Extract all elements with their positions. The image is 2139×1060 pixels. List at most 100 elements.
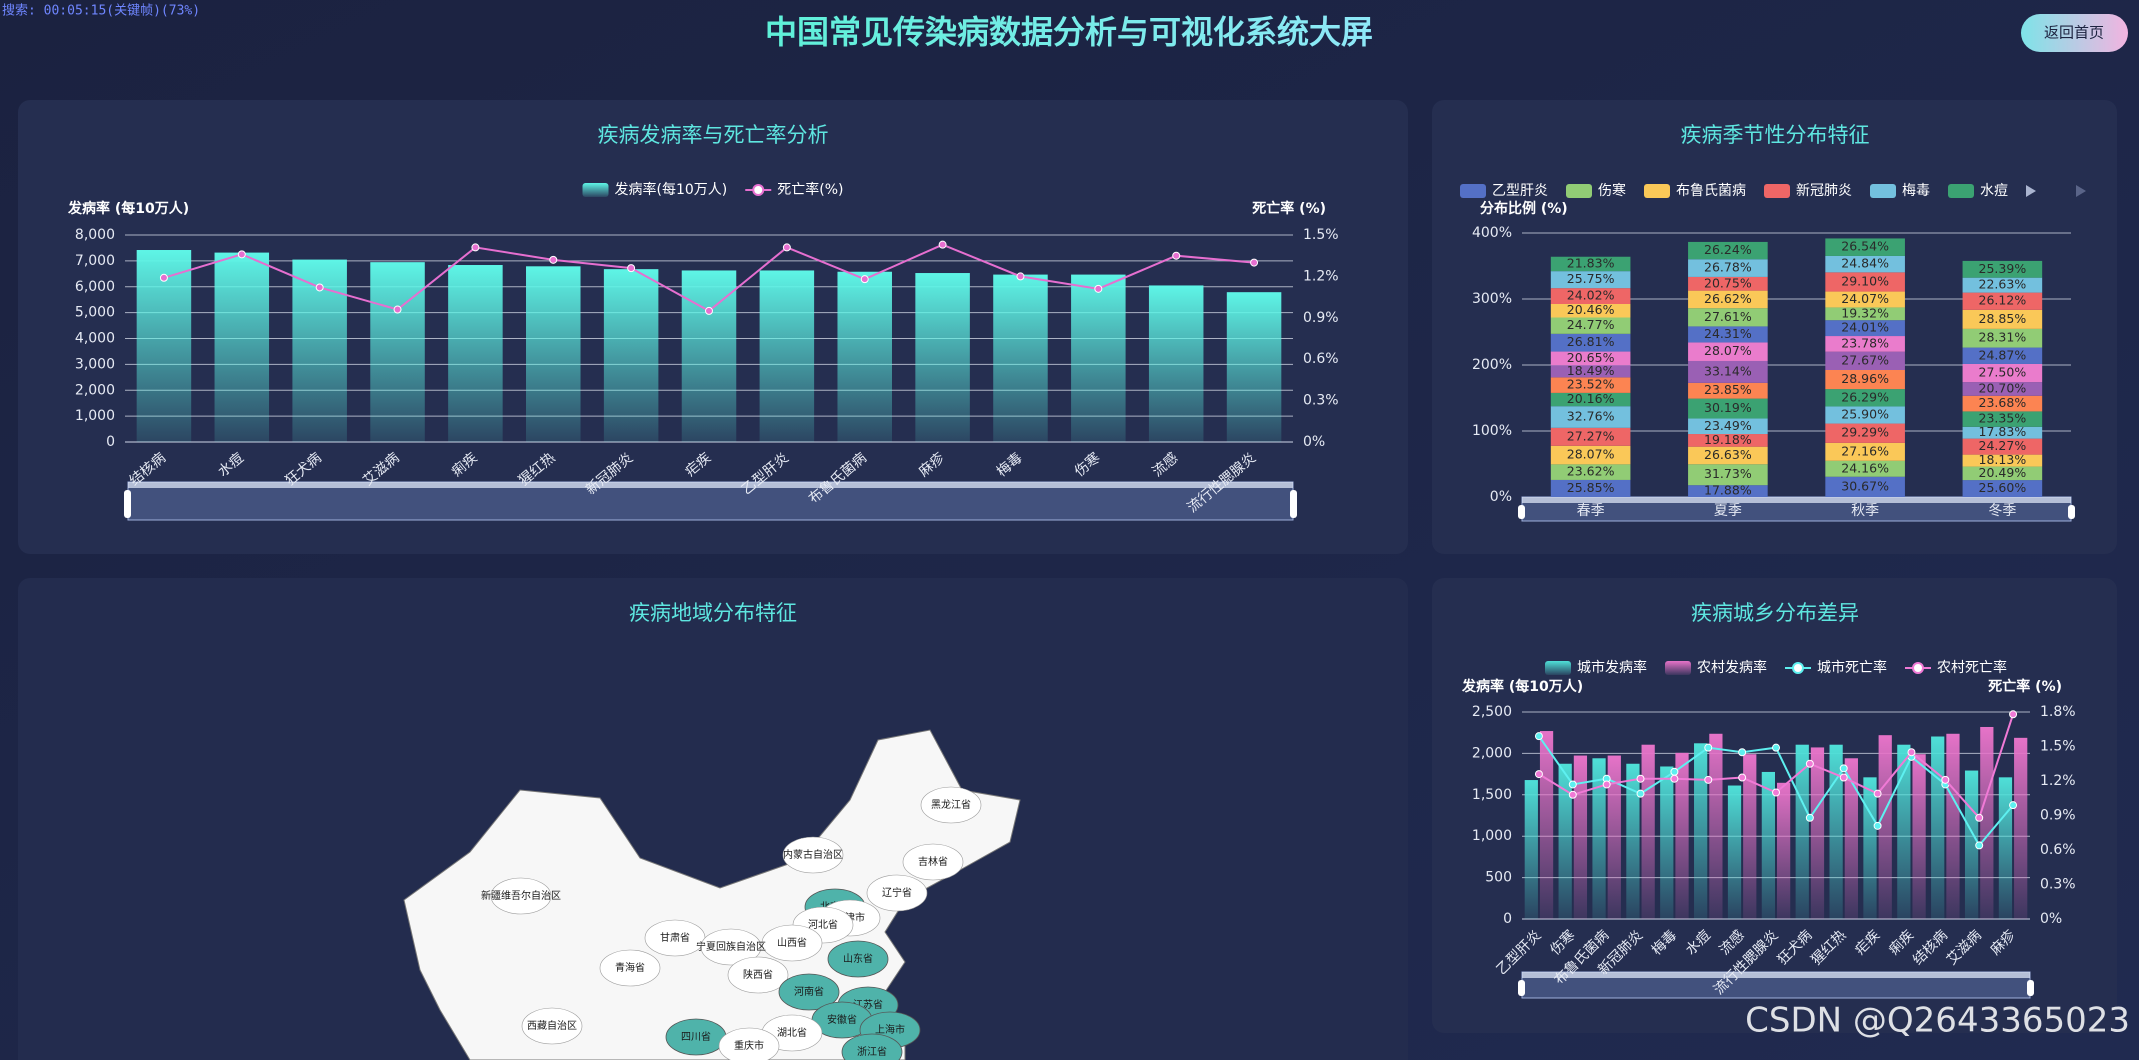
y-tick-label: 500 — [1485, 870, 1512, 886]
data-label: 33.14% — [1704, 363, 1752, 378]
overlay-text: 搜索: 00:05:15(关键帧)(73%) — [2, 4, 200, 19]
line-point — [1873, 821, 1882, 830]
province — [778, 973, 840, 1011]
panel-title: 疾病地域分布特征 — [629, 601, 797, 625]
data-label: 24.84% — [1841, 256, 1889, 271]
bar-segment — [1688, 464, 1768, 486]
legend-icon — [1644, 184, 1670, 198]
data-label: 25.75% — [1567, 271, 1615, 286]
line-point — [1772, 743, 1780, 752]
bar-segment — [1688, 308, 1768, 327]
data-label: 25.39% — [1979, 261, 2027, 276]
legend-prev[interactable] — [2026, 185, 2036, 197]
zoom-handle — [2027, 980, 2034, 996]
data-label: 26.62% — [1704, 291, 1752, 306]
home-button[interactable] — [2021, 14, 2128, 52]
data-label: 20.65% — [1567, 350, 1615, 365]
line-point — [1670, 767, 1679, 776]
line-point — [1839, 764, 1848, 773]
province-label: 辽宁省 — [882, 886, 912, 899]
data-label: 31.73% — [1704, 466, 1752, 481]
legend-label: 乙型肝炎 — [1492, 183, 1548, 199]
province — [599, 949, 661, 987]
line-point — [1704, 775, 1713, 784]
data-label: 32.76% — [1567, 409, 1615, 424]
x-tick-label: 秋季 — [1851, 503, 1879, 519]
data-label: 29.10% — [1841, 273, 1889, 288]
data-label: 20.75% — [1704, 275, 1752, 290]
legend-icon — [1948, 184, 1974, 198]
data-label: 17.88% — [1704, 483, 1752, 498]
bar — [1897, 744, 1911, 919]
data-label: 26.63% — [1704, 447, 1752, 462]
line-point — [1172, 251, 1181, 260]
map: 新疆维吾尔自治区西藏自治区青海省甘肃省内蒙古自治区黑龙江省吉林省辽宁省北京市天津… — [481, 786, 982, 1060]
bar-segment — [1825, 272, 1905, 292]
bar — [1709, 733, 1723, 919]
bar-segment — [1825, 320, 1905, 337]
home-button-label[interactable]: 返回首页 — [2044, 24, 2104, 42]
data-label: 24.01% — [1841, 320, 1889, 335]
zoom-bar — [1522, 972, 2030, 978]
bar-segment — [1688, 241, 1768, 260]
bar-segment — [1688, 418, 1768, 435]
bar — [1558, 763, 1572, 919]
data-label: 20.49% — [1979, 465, 2027, 480]
panel-title: 疾病城乡分布差异 — [1691, 601, 1859, 625]
legend-next[interactable] — [2076, 185, 2086, 197]
y2-tick-label: 1.8% — [2040, 704, 2076, 720]
bar-segment — [1688, 485, 1768, 497]
y2-tick-label: 1.2% — [2040, 773, 2076, 789]
legend-label: 农村发病率 — [1697, 659, 1767, 676]
data-label: 18.49% — [1567, 363, 1615, 378]
data-label: 20.16% — [1567, 391, 1615, 406]
line-point — [1016, 272, 1025, 281]
y2-tick-label: 0% — [1303, 434, 1325, 450]
legend: 乙型肝炎 伤寒 布鲁氏菌病 新冠肺炎 梅毒 水痘 — [1460, 182, 2008, 199]
bar — [1641, 744, 1655, 919]
y-tick-label: 2,000 — [1472, 745, 1512, 761]
page-title: 中国常见传染病数据分析与可视化系统大屏 — [765, 13, 1373, 51]
y-tick-label: 1,000 — [75, 408, 115, 424]
province — [782, 836, 844, 874]
bar — [2014, 737, 2028, 919]
data-label: 23.62% — [1567, 464, 1615, 479]
province — [490, 877, 552, 915]
data-label: 26.81% — [1567, 334, 1615, 349]
province — [718, 1027, 780, 1060]
line-point — [1873, 789, 1882, 798]
bar-segment — [1825, 460, 1905, 477]
bar — [1148, 285, 1204, 442]
data-label: 30.19% — [1704, 400, 1752, 415]
data-label: 25.90% — [1841, 407, 1889, 422]
bar-segment — [1962, 292, 2043, 310]
province — [700, 928, 762, 966]
province-label: 内蒙古自治区 — [783, 848, 843, 861]
province-label: 湖北省 — [777, 1026, 807, 1039]
bar-segment — [1962, 466, 2043, 481]
province-label: 吉林省 — [918, 855, 948, 868]
bar-segment — [1550, 333, 1631, 352]
line-point — [159, 273, 168, 282]
bar — [448, 265, 503, 442]
y-axis-title: 分布比例 (%) — [1480, 200, 1568, 217]
legend-icon — [1545, 661, 1571, 675]
y2-tick-label: 0% — [2040, 911, 2062, 927]
y-tick-label: 8,000 — [75, 227, 115, 243]
data-label: 28.07% — [1704, 343, 1752, 358]
bar-segment — [1688, 382, 1768, 399]
y-tick-label: 0 — [106, 434, 115, 450]
bar-segment — [1962, 411, 2043, 427]
data-label: 26.29% — [1841, 389, 1889, 404]
legend-label: 水痘 — [1980, 183, 2008, 199]
bar-segment — [1825, 476, 1905, 497]
bar — [1743, 754, 1757, 919]
data-label: 28.85% — [1979, 311, 2027, 326]
y-tick-label: 3,000 — [75, 356, 115, 372]
legend-label: 发病率(每10万人) — [615, 181, 728, 198]
province — [727, 956, 789, 994]
y2-tick-label: 0.9% — [1303, 310, 1339, 326]
data-label: 17.83% — [1979, 424, 2027, 439]
bar — [1964, 770, 1979, 919]
data-label: 25.60% — [1979, 480, 2027, 495]
